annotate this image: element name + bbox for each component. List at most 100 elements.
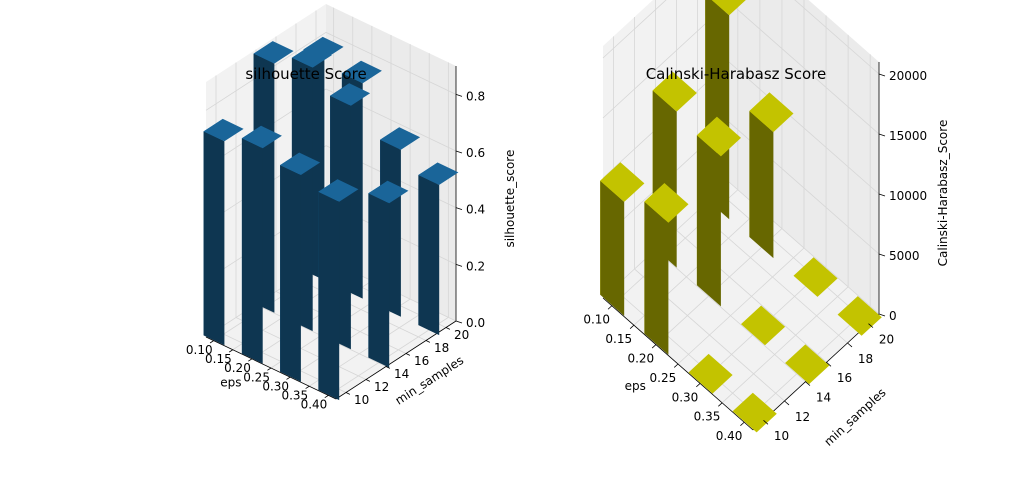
grid-line (718, 191, 869, 324)
z-tick-label: 5000 (889, 249, 920, 263)
z-tick-label: 0.8 (466, 89, 485, 103)
bar-top (241, 125, 282, 149)
y-tick-mark (365, 379, 371, 382)
grid-line (728, 1, 880, 135)
x-tick-mark (629, 324, 635, 329)
x-axis-label: eps (220, 376, 241, 390)
y-tick-label: 12 (795, 410, 810, 424)
x-tick-label: 0.25 (243, 370, 270, 384)
x-tick-mark (696, 383, 701, 388)
x-tick-label: 0.20 (224, 361, 251, 375)
bar (785, 344, 830, 385)
z-tick-mark (455, 93, 463, 97)
grid-line (295, 278, 427, 341)
bar (741, 305, 786, 346)
x-tick-mark (286, 376, 291, 380)
y-tick-label: 18 (434, 341, 449, 355)
bar-top (291, 45, 332, 68)
bar (600, 162, 645, 316)
grid-line (728, 61, 880, 195)
z-tick-label: 0.2 (466, 259, 485, 273)
x-tick-label: 0.15 (205, 352, 232, 366)
bar-top (318, 179, 359, 202)
z-tick-label: 0.4 (466, 203, 485, 217)
bar-top (203, 118, 244, 142)
grid-line (794, 0, 880, 75)
x-tick-mark (267, 367, 272, 371)
bar-top (793, 257, 838, 297)
x-tick-label: 0.25 (650, 371, 677, 385)
z-tick-label: 15000 (889, 129, 927, 143)
y-tick-mark (805, 381, 811, 386)
y-tick-mark (847, 342, 853, 348)
bar (241, 125, 282, 364)
bar-top (341, 60, 382, 84)
bar (418, 162, 459, 336)
bar-top (749, 92, 794, 133)
bar-face (241, 138, 263, 364)
bar-top (688, 353, 733, 394)
grid-line (325, 31, 457, 95)
y-tick-mark (826, 362, 832, 367)
bar-face (418, 175, 440, 336)
x-tick-label: 0.15 (605, 332, 632, 346)
silhouette-chart: 0.100.150.200.250.300.350.40 10 12 14 16 18 20… (186, 4, 517, 412)
bar-top (253, 41, 294, 64)
z-tick-mark (455, 207, 463, 211)
bar-face (318, 191, 340, 401)
z-tick-mark (455, 150, 463, 154)
x-tick-label: 0.40 (716, 429, 743, 443)
x-tick-mark (718, 402, 723, 407)
y-tick-label: 10 (354, 393, 369, 407)
x-tick-mark (740, 421, 745, 427)
x-tick-mark (607, 305, 613, 310)
bar-top (280, 152, 321, 175)
y-tick-label: 18 (858, 352, 873, 366)
grid-line (721, 286, 849, 404)
bar-face (644, 201, 669, 355)
bar-face (749, 111, 774, 259)
z-tick-mark (878, 193, 886, 197)
x-tick-label: 0.30 (672, 390, 699, 404)
y-tick-label: 12 (374, 380, 389, 394)
y-tick-mark (445, 327, 451, 330)
y-axis-label: min_samples (821, 385, 888, 448)
grid-line (602, 0, 667, 59)
bar-top (696, 116, 741, 157)
bar (318, 179, 359, 401)
bar-face (203, 131, 225, 346)
x-tick-label: 0.40 (301, 398, 328, 412)
y-tick-mark (763, 420, 769, 425)
x-tick-label: 0.20 (627, 352, 654, 366)
y-tick-label: 14 (816, 391, 831, 405)
y-tick-mark (385, 366, 391, 369)
x-tick-mark (305, 385, 310, 389)
z-tick-mark (878, 73, 886, 77)
bar-face (368, 193, 390, 368)
bar (368, 180, 409, 368)
bar (203, 118, 244, 346)
z-tick-mark (455, 263, 463, 267)
bar-top (785, 344, 830, 385)
y-tick-mark (868, 323, 874, 328)
y-tick-mark (345, 392, 351, 395)
bar-top (600, 162, 645, 202)
grid-line (677, 247, 805, 365)
x-tick-label: 0.35 (281, 389, 308, 403)
y-tick-label: 20 (879, 333, 894, 347)
grid-line (697, 210, 848, 344)
bar-top (711, 0, 746, 16)
x-tick-mark (673, 363, 679, 368)
y-tick-label: 16 (837, 371, 852, 385)
calinski-harabasz-chart: 0.10 0.15 0.20 0.25 0.30 0.35 0.40 10 12 14 16 18 20… (583, 0, 950, 449)
bar-face (696, 135, 721, 307)
x-axis-label: eps (625, 379, 646, 393)
bar-top (741, 305, 786, 346)
x-tick-label: 0.10 (186, 343, 213, 357)
x-tick-label: 0.30 (262, 379, 289, 393)
z-axis-label: Calinski-Harabasz_Score (936, 120, 950, 267)
bar (749, 92, 794, 259)
bar-top (652, 71, 697, 112)
z-tick-mark (878, 133, 886, 137)
